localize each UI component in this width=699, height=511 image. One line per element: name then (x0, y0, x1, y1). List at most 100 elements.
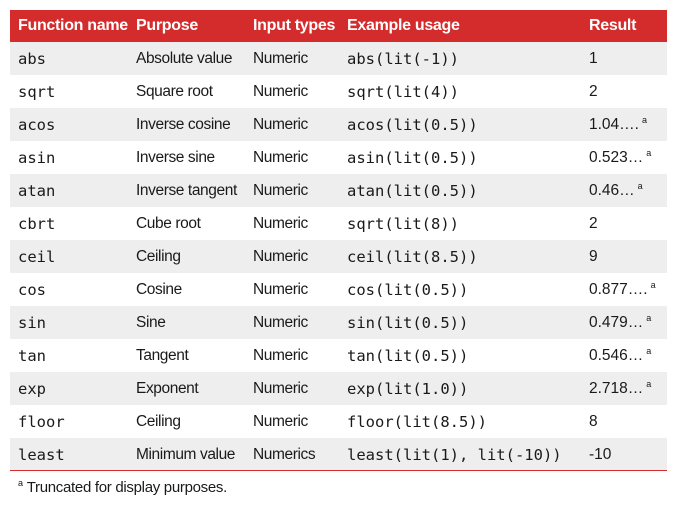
cell-result: 2 (581, 207, 667, 240)
cell-result: 0.46… a (581, 174, 667, 207)
footnote-marker: a (637, 181, 643, 191)
cell-function-name: exp (18, 379, 46, 398)
header-input-types: Input types (253, 17, 336, 34)
cell-function-name: cos (18, 280, 46, 299)
cell-input-types: Numeric (253, 181, 308, 199)
cell-result: 2.718… a (581, 372, 667, 405)
cell-function-name: atan (18, 181, 56, 200)
cell-function-name: sqrt (18, 82, 56, 101)
cell-input-types: Numeric (253, 49, 308, 67)
cell-purpose: Ceiling (136, 247, 181, 265)
result-value: 0.523… (589, 149, 644, 166)
cell-input-types: Numeric (253, 214, 308, 232)
cell-input-types: Numeric (253, 82, 308, 100)
cell-result: 1 (581, 42, 667, 75)
cell-purpose: Square root (136, 82, 213, 100)
table-row: asin Inverse sine Numeric asin(lit(0.5)) 0.5… (10, 141, 667, 174)
table-bottom-rule (10, 470, 667, 471)
table-header-row: Function name Purpose Input types Exampl… (10, 10, 667, 42)
cell-purpose: Tangent (136, 346, 189, 364)
table-row: acos Inverse cosine Numeric acos(lit(0.5)) 1… (10, 108, 667, 141)
cell-input-types: Numeric (253, 412, 308, 430)
function-table: Function name Purpose Input types Exampl… (10, 10, 667, 471)
table-row: sqrt Square root Numeric sqrt(lit(4)) 2 (10, 75, 667, 108)
result-value: 2.718… (589, 380, 644, 397)
table-row: cos Cosine Numeric cos(lit(0.5)) 0.877…. a (10, 273, 667, 306)
cell-result: 0.479… a (581, 306, 667, 339)
cell-example-usage: abs(lit(-1)) (347, 49, 459, 68)
cell-purpose: Minimum value (136, 445, 236, 463)
cell-result: 2 (581, 75, 667, 108)
result-value: 8 (589, 412, 598, 430)
table-row: cbrt Cube root Numeric sqrt(lit(8)) 2 (10, 207, 667, 240)
result-value: 1 (589, 49, 598, 67)
table-row: abs Absolute value Numeric abs(lit(-1)) 1 (10, 42, 667, 75)
result-value: 0.479… (589, 314, 644, 331)
cell-example-usage: cos(lit(0.5)) (347, 280, 469, 299)
cell-purpose: Cosine (136, 280, 182, 298)
cell-input-types: Numeric (253, 346, 308, 364)
table-row: tan Tangent Numeric tan(lit(0.5)) 0.546… a (10, 339, 667, 372)
cell-example-usage: sqrt(lit(8)) (347, 214, 459, 233)
table-row: exp Exponent Numeric exp(lit(1.0)) 2.718… a (10, 372, 667, 405)
cell-result: 0.546… a (581, 339, 667, 372)
cell-example-usage: atan(lit(0.5)) (347, 181, 478, 200)
table-row: floor Ceiling Numeric floor(lit(8.5)) 8 (10, 405, 667, 438)
cell-result: 9 (581, 240, 667, 273)
header-function-name: Function name (18, 17, 128, 34)
cell-example-usage: exp(lit(1.0)) (347, 379, 469, 398)
cell-input-types: Numeric (253, 280, 308, 298)
cell-input-types: Numeric (253, 379, 308, 397)
cell-result: 0.523… a (581, 141, 667, 174)
result-value: 1.04…. (589, 116, 639, 133)
result-value: 0.877…. (589, 281, 648, 298)
cell-result: 8 (581, 405, 667, 438)
footnote-marker: a (650, 280, 656, 290)
cell-input-types: Numeric (253, 247, 308, 265)
footnote-marker: a (646, 379, 652, 389)
cell-purpose: Inverse sine (136, 148, 215, 166)
cell-example-usage: floor(lit(8.5)) (347, 412, 487, 431)
cell-purpose: Exponent (136, 379, 199, 397)
header-example-usage: Example usage (347, 17, 460, 34)
cell-result: 1.04…. a (581, 108, 667, 141)
table-row: sin Sine Numeric sin(lit(0.5)) 0.479… a (10, 306, 667, 339)
cell-input-types: Numeric (253, 115, 308, 133)
cell-result: 0.877…. a (581, 273, 667, 306)
cell-function-name: asin (18, 148, 56, 167)
cell-example-usage: ceil(lit(8.5)) (347, 247, 478, 266)
footnote-mark: a (18, 478, 23, 488)
cell-example-usage: sin(lit(0.5)) (347, 313, 469, 332)
footnote-marker: a (646, 313, 652, 323)
function-table-container: Function name Purpose Input types Exampl… (10, 10, 667, 471)
table-row: least Minimum value Numerics least(lit(1), … (10, 438, 667, 471)
result-value: -10 (589, 445, 612, 463)
cell-purpose: Ceiling (136, 412, 181, 430)
cell-purpose: Sine (136, 313, 166, 331)
cell-function-name: sin (18, 313, 46, 332)
cell-example-usage: sqrt(lit(4)) (347, 82, 459, 101)
footnote-marker: a (641, 115, 647, 125)
cell-function-name: cbrt (18, 214, 56, 233)
cell-example-usage: tan(lit(0.5)) (347, 346, 469, 365)
cell-function-name: acos (18, 115, 56, 134)
table-footnote: a Truncated for display purposes. (18, 478, 227, 496)
cell-function-name: abs (18, 49, 46, 68)
result-value: 2 (589, 82, 598, 100)
result-value: 2 (589, 214, 598, 232)
cell-function-name: tan (18, 346, 46, 365)
cell-example-usage: least(lit(1), lit(-10)) (347, 445, 562, 464)
table-body: abs Absolute value Numeric abs(lit(-1)) 1 sqr… (10, 42, 667, 471)
header-result: Result (589, 17, 637, 34)
cell-example-usage: asin(lit(0.5)) (347, 148, 478, 167)
cell-function-name: floor (18, 412, 65, 431)
result-value: 0.46… (589, 182, 635, 199)
cell-result: -10 (581, 438, 667, 471)
cell-purpose: Inverse tangent (136, 181, 237, 199)
table-row: ceil Ceiling Numeric ceil(lit(8.5)) 9 (10, 240, 667, 273)
cell-input-types: Numeric (253, 148, 308, 166)
footnote-marker: a (646, 346, 652, 356)
cell-function-name: ceil (18, 247, 56, 266)
cell-function-name: least (18, 445, 65, 464)
result-value: 9 (589, 247, 598, 265)
